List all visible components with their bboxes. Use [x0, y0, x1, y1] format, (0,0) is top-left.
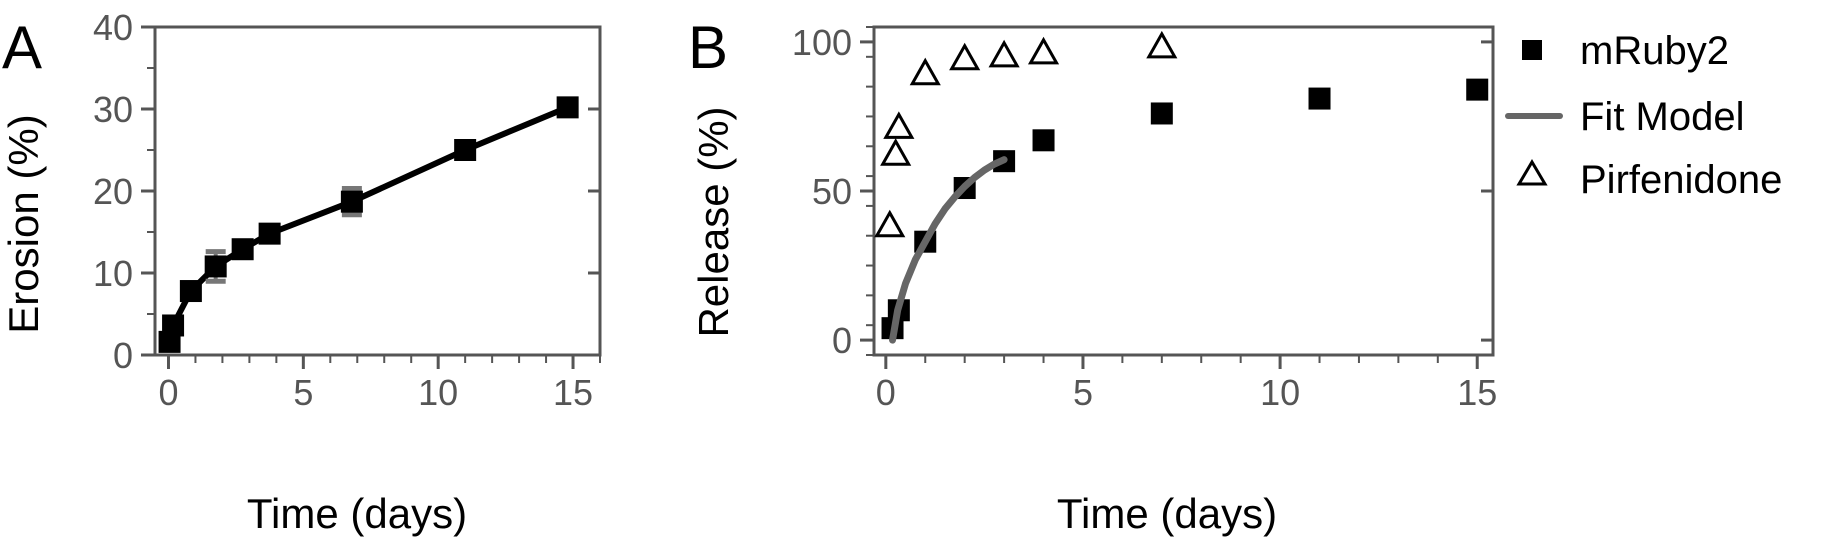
- panel-a-ticks: 0 5 10 15 0 10 20 30 40: [93, 7, 601, 413]
- data-point-square: [1308, 87, 1331, 110]
- x-tick-label: 10: [1260, 372, 1300, 413]
- panel-a-y-axis-title: Erosion (%): [0, 114, 47, 333]
- data-point-triangle: [883, 111, 915, 139]
- data-point-square: [340, 190, 363, 213]
- data-point-triangle: [880, 138, 912, 166]
- x-tick-label: 5: [1073, 372, 1093, 413]
- y-tick-label: 50: [812, 171, 852, 212]
- data-point-square: [231, 238, 254, 261]
- panel-a-x-axis-title: Time (days): [247, 490, 467, 537]
- legend-pirfenidone-label: Pirfenidone: [1580, 158, 1782, 202]
- data-point-square: [179, 280, 202, 303]
- panel-b-y-axis-title: Release (%): [690, 106, 737, 337]
- panel-b: B 0 5 10 15 0 50 100 Time (days) Release (%) m…: [688, 14, 1782, 537]
- data-point-square: [1032, 129, 1055, 152]
- data-point-triangle: [874, 209, 906, 238]
- panel-b-legend: mRuby2 Fit Model Pirfenidone: [1505, 29, 1782, 202]
- series-line: [166, 104, 569, 343]
- x-tick-label: 5: [293, 372, 313, 413]
- y-tick-label: 30: [93, 89, 133, 130]
- data-point-triangle: [949, 42, 981, 71]
- panel-b-x-axis-title: Time (days): [1057, 490, 1277, 537]
- y-tick-label: 100: [792, 22, 852, 63]
- data-point-square: [162, 314, 185, 337]
- data-point-square: [204, 255, 227, 278]
- data-point-square: [1466, 78, 1489, 101]
- data-point-square: [454, 139, 477, 161]
- panel-a: A 0 5 10 15 0 10 20 30 40 Time (days) Erosion (%…: [0, 7, 602, 537]
- legend-mruby2-label: mRuby2: [1580, 29, 1729, 73]
- data-point-square: [556, 96, 579, 119]
- y-tick-label: 40: [93, 7, 133, 48]
- panel-b-ticks: 0 5 10 15 0 50 100: [792, 22, 1497, 413]
- panel-b-data: [874, 30, 1489, 344]
- panel-a-data: [158, 96, 579, 353]
- y-tick-label: 0: [113, 335, 133, 376]
- data-point-square: [1150, 102, 1173, 125]
- legend-mruby2-marker: [1522, 40, 1542, 60]
- data-point-triangle: [909, 57, 941, 86]
- fit-model-curve: [889, 156, 1008, 344]
- y-tick-label: 20: [93, 171, 133, 212]
- panel-b-letter: B: [688, 14, 728, 81]
- data-point-triangle: [988, 39, 1020, 68]
- x-tick-label: 10: [418, 372, 458, 413]
- legend-pirfenidone-marker: [1516, 159, 1548, 186]
- x-tick-label: 0: [876, 372, 896, 413]
- x-tick-label: 15: [553, 372, 593, 413]
- legend-fit-model-label: Fit Model: [1580, 95, 1745, 139]
- panel-a-letter: A: [2, 14, 42, 81]
- y-tick-label: 0: [832, 320, 852, 361]
- data-point-square: [258, 222, 281, 245]
- x-tick-label: 0: [158, 372, 178, 413]
- x-tick-label: 15: [1457, 372, 1497, 413]
- y-tick-label: 10: [93, 253, 133, 294]
- data-point-triangle: [1146, 30, 1178, 59]
- data-point-triangle: [1027, 36, 1060, 65]
